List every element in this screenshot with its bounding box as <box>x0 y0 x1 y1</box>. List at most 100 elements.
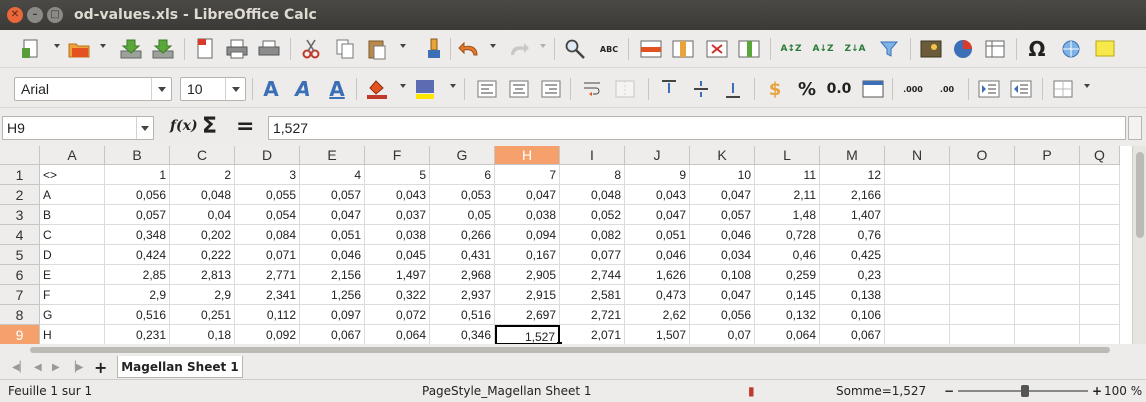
column-header-G[interactable]: G <box>430 146 495 165</box>
maximize-window-button[interactable]: □ <box>47 7 63 23</box>
cell-B2[interactable]: 0,056 <box>105 185 170 205</box>
background-color-dropdown-icon[interactable] <box>400 84 406 88</box>
chevron-down-icon[interactable] <box>136 117 153 139</box>
cell-H8[interactable]: 2,697 <box>495 305 560 325</box>
cell-O3[interactable] <box>950 205 1015 225</box>
vertical-scroll-thumb[interactable] <box>1136 152 1144 238</box>
cell-O4[interactable] <box>950 225 1015 245</box>
select-all-corner[interactable] <box>0 146 40 165</box>
row-header-5[interactable]: 5 <box>0 245 40 265</box>
cell-E5[interactable]: 0,046 <box>300 245 365 265</box>
cell-C6[interactable]: 2,813 <box>170 265 235 285</box>
cell-G3[interactable]: 0,05 <box>430 205 495 225</box>
cell-E3[interactable]: 0,047 <box>300 205 365 225</box>
cell-Q6[interactable] <box>1080 265 1120 285</box>
cell-B5[interactable]: 0,424 <box>105 245 170 265</box>
cell-E6[interactable]: 2,156 <box>300 265 365 285</box>
cell-F3[interactable]: 0,037 <box>365 205 430 225</box>
undo-icon[interactable] <box>456 36 482 62</box>
column-header-H[interactable]: H <box>495 146 560 165</box>
align-top-icon[interactable] <box>656 76 682 102</box>
cell-K4[interactable]: 0,046 <box>690 225 755 245</box>
pivot-table-icon[interactable] <box>982 36 1008 62</box>
cell-A5[interactable]: D <box>40 245 105 265</box>
cell-J1[interactable]: 9 <box>625 165 690 185</box>
row-header-3[interactable]: 3 <box>0 205 40 225</box>
row-header-2[interactable]: 2 <box>0 185 40 205</box>
fill-handle[interactable] <box>557 342 562 344</box>
column-header-O[interactable]: O <box>950 146 1015 165</box>
undo-dropdown-icon[interactable] <box>490 44 496 48</box>
formula-input[interactable]: 1,527 <box>268 116 1126 140</box>
cell-E7[interactable]: 1,256 <box>300 285 365 305</box>
cell-Q1[interactable] <box>1080 165 1120 185</box>
cell-O5[interactable] <box>950 245 1015 265</box>
cell-L2[interactable]: 2,11 <box>755 185 820 205</box>
row-delete-icon[interactable] <box>704 36 730 62</box>
cell-P1[interactable] <box>1015 165 1080 185</box>
cell-M9[interactable]: 0,067 <box>820 325 885 344</box>
comment-icon[interactable] <box>1092 36 1118 62</box>
cell-D9[interactable]: 0,092 <box>235 325 300 344</box>
italic-icon[interactable]: A <box>295 77 311 101</box>
cell-E4[interactable]: 0,051 <box>300 225 365 245</box>
align-right-icon[interactable] <box>538 76 564 102</box>
cell-L8[interactable]: 0,132 <box>755 305 820 325</box>
cell-P4[interactable] <box>1015 225 1080 245</box>
currency-format-icon[interactable]: $ <box>768 78 782 100</box>
cell-L4[interactable]: 0,728 <box>755 225 820 245</box>
cell-P6[interactable] <box>1015 265 1080 285</box>
align-bottom-icon[interactable] <box>720 76 746 102</box>
cell-C1[interactable]: 2 <box>170 165 235 185</box>
cell-L9[interactable]: 0,064 <box>755 325 820 344</box>
cell-P5[interactable] <box>1015 245 1080 265</box>
cell-L7[interactable]: 0,145 <box>755 285 820 305</box>
cell-I3[interactable]: 0,052 <box>560 205 625 225</box>
new-document-icon[interactable] <box>18 36 44 62</box>
cell-C7[interactable]: 2,9 <box>170 285 235 305</box>
cell-M6[interactable]: 0,23 <box>820 265 885 285</box>
cell-N3[interactable] <box>885 205 950 225</box>
cell-F4[interactable]: 0,038 <box>365 225 430 245</box>
zoom-level[interactable]: 100 % <box>1104 384 1143 398</box>
cell-H2[interactable]: 0,047 <box>495 185 560 205</box>
font-size-combo[interactable]: 10 <box>180 77 246 101</box>
cell-C4[interactable]: 0,202 <box>170 225 235 245</box>
cell-C3[interactable]: 0,04 <box>170 205 235 225</box>
cell-K9[interactable]: 0,07 <box>690 325 755 344</box>
clone-formatting-icon[interactable] <box>420 36 446 62</box>
cell-N9[interactable] <box>885 325 950 344</box>
add-sheet-button[interactable]: + <box>94 358 108 377</box>
sheet-tab-magellan[interactable]: Magellan Sheet 1 <box>117 356 243 378</box>
column-header-F[interactable]: F <box>365 146 430 165</box>
cell-A8[interactable]: G <box>40 305 105 325</box>
export-pdf-icon[interactable] <box>192 36 218 62</box>
cell-K3[interactable]: 0,057 <box>690 205 755 225</box>
horizontal-scroll-thumb[interactable] <box>30 347 1110 353</box>
cell-H6[interactable]: 2,905 <box>495 265 560 285</box>
column-header-I[interactable]: I <box>560 146 625 165</box>
sum-button[interactable]: Σ <box>202 114 218 139</box>
cell-C5[interactable]: 0,222 <box>170 245 235 265</box>
cell-I8[interactable]: 2,721 <box>560 305 625 325</box>
insert-image-icon[interactable] <box>918 36 944 62</box>
column-insert-icon[interactable] <box>670 36 696 62</box>
column-header-L[interactable]: L <box>755 146 820 165</box>
row-header-6[interactable]: 6 <box>0 265 40 285</box>
active-cell[interactable]: 1,527 <box>495 325 560 344</box>
zoom-slider-knob[interactable] <box>1021 385 1029 397</box>
column-header-D[interactable]: D <box>235 146 300 165</box>
cell-L1[interactable]: 11 <box>755 165 820 185</box>
prev-sheet-icon[interactable]: ◀ <box>34 362 42 373</box>
copy-icon[interactable] <box>332 36 358 62</box>
percent-format-icon[interactable]: % <box>797 78 817 100</box>
borders-icon[interactable] <box>1050 76 1076 102</box>
autofilter-icon[interactable] <box>876 36 902 62</box>
cell-H5[interactable]: 0,167 <box>495 245 560 265</box>
cell-N5[interactable] <box>885 245 950 265</box>
date-format-icon[interactable] <box>860 76 886 102</box>
cell-Q9[interactable] <box>1080 325 1120 344</box>
sort-descending-icon[interactable]: Z↓A <box>844 44 866 54</box>
cell-I1[interactable]: 8 <box>560 165 625 185</box>
cell-E2[interactable]: 0,057 <box>300 185 365 205</box>
